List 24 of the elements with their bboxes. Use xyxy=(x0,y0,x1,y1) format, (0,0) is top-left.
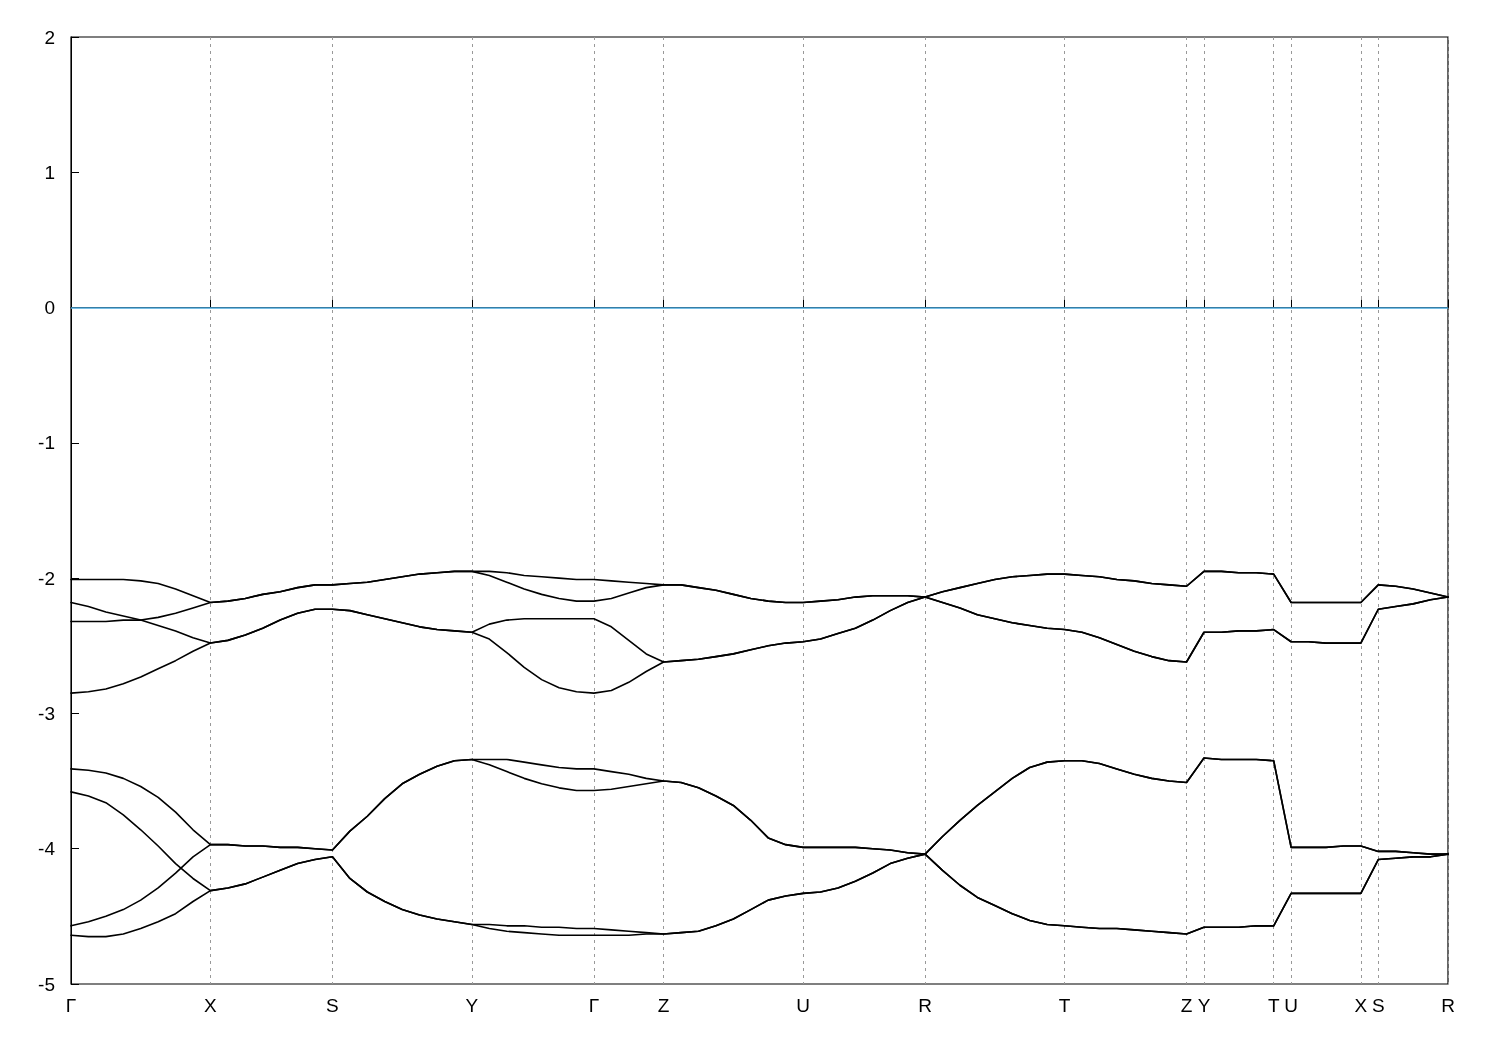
y-tick-label: -5 xyxy=(38,973,55,995)
x-tick-label: R xyxy=(918,995,932,1016)
x-tick-label: X xyxy=(204,995,218,1016)
y-tick-label: 2 xyxy=(44,26,55,48)
x-tick-label: S xyxy=(1371,995,1385,1016)
x-tick-label: U xyxy=(1284,995,1298,1016)
x-tick-label: X xyxy=(1354,995,1368,1016)
y-tick-label: 0 xyxy=(44,297,55,319)
y-tick-label: -3 xyxy=(38,702,55,724)
x-tick-label: T xyxy=(1267,995,1280,1016)
x-tick-label: R xyxy=(1441,995,1455,1016)
x-tick-label: Y xyxy=(465,995,479,1016)
y-tick-label: -4 xyxy=(38,838,56,860)
x-tick-label: T xyxy=(1058,995,1071,1016)
y-tick-label: -1 xyxy=(38,432,55,454)
x-tick-label: Z xyxy=(657,995,670,1016)
x-tick-label: Y xyxy=(1197,995,1211,1016)
x-tick-label: Z xyxy=(1180,995,1193,1016)
x-tick-label: Γ xyxy=(588,995,600,1016)
y-tick-label: -2 xyxy=(38,567,55,589)
y-tick-label: 1 xyxy=(44,161,55,183)
x-tick-label: U xyxy=(796,995,810,1016)
x-tick-label: Γ xyxy=(65,995,77,1016)
x-tick-label: S xyxy=(326,995,339,1016)
